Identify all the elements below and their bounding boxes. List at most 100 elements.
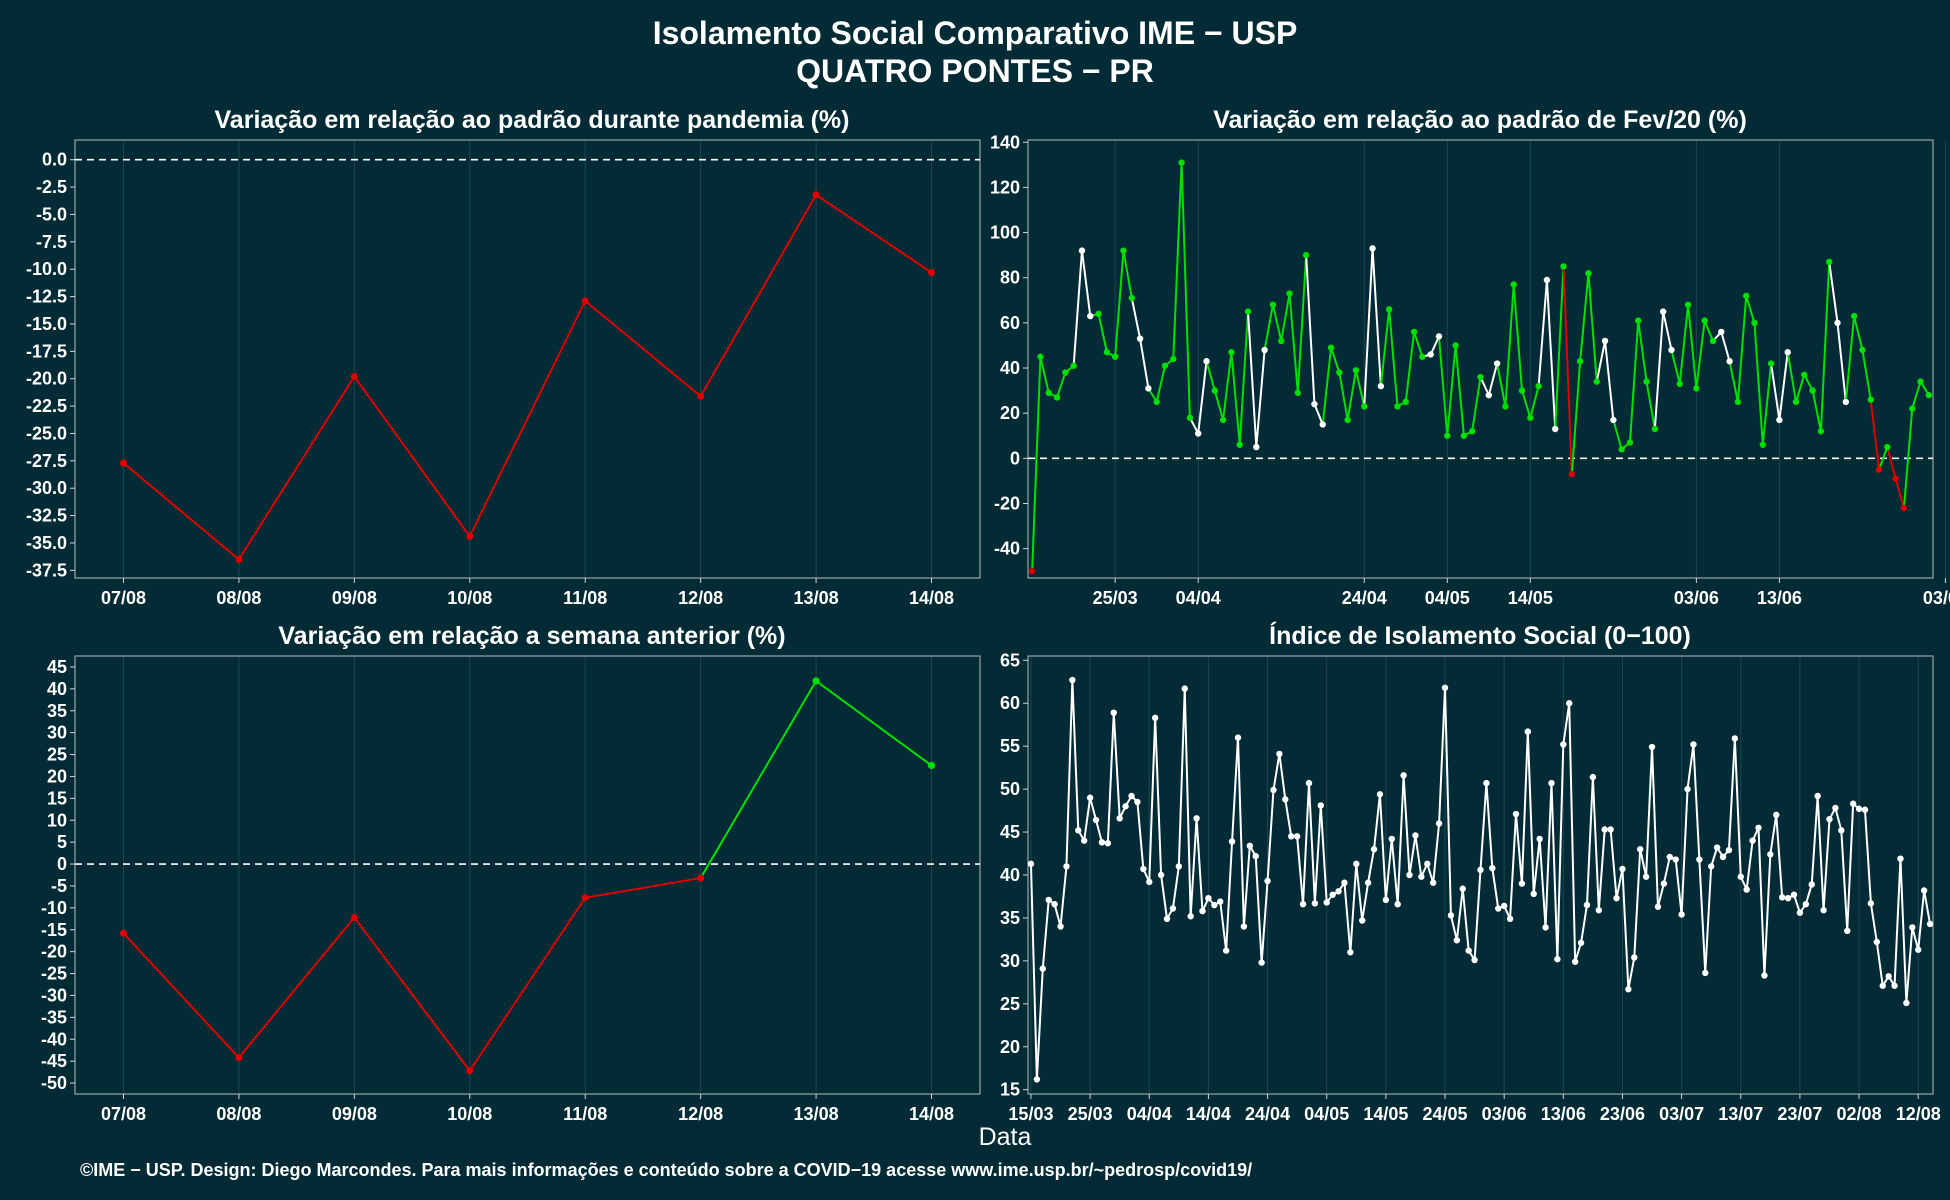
data-point — [1792, 398, 1800, 406]
data-point — [1610, 416, 1617, 424]
data-point — [927, 761, 936, 770]
series-segment — [122, 932, 240, 1059]
series-segment — [1526, 731, 1535, 894]
series-segment — [1810, 795, 1819, 885]
series-segment — [1680, 789, 1689, 915]
data-point — [1637, 846, 1644, 853]
chart-index: 65 60 55 50 45 40 35 30 25 20 15 15/03 25/03 04/04 14/… — [1000, 650, 1941, 1124]
y-tick-label: -5.0 — [36, 204, 67, 224]
y-tick-label: 100 — [990, 223, 1020, 243]
data-point — [1672, 856, 1679, 863]
series-segment — [1197, 361, 1208, 434]
data-point — [1925, 391, 1933, 399]
x-tick-label: 10/08 — [447, 588, 492, 608]
data-point — [1518, 880, 1526, 887]
data-point — [1252, 852, 1259, 860]
series-segment — [1473, 869, 1482, 961]
series-segment — [1819, 261, 1831, 432]
series-segment — [1828, 261, 1839, 324]
data-point — [1643, 378, 1650, 385]
series-segment — [1822, 819, 1831, 911]
series-segment — [1307, 783, 1316, 904]
series-segment — [1628, 320, 1640, 443]
series-segment — [1479, 783, 1488, 870]
chart-feb: -40 -20 0 20 40 60 80 100 120 140 25/03 04/04 24/04 0… — [990, 132, 1950, 608]
y-tick-label: -32.5 — [26, 506, 67, 526]
series-segment — [1288, 293, 1299, 393]
data-point — [1530, 890, 1537, 898]
data-point — [1335, 888, 1342, 895]
data-point — [1734, 398, 1742, 406]
data-point — [1311, 400, 1318, 408]
data-point — [1329, 891, 1336, 898]
series-segment — [1704, 866, 1713, 973]
series-segment — [1373, 794, 1381, 850]
x-tick-label: 14/04 — [1186, 1104, 1231, 1124]
data-point — [1875, 466, 1883, 473]
data-point — [1211, 387, 1219, 394]
data-point — [1103, 349, 1111, 356]
series-segment — [1106, 712, 1115, 844]
x-axis-label: Data — [979, 1123, 1032, 1151]
data-point — [1477, 866, 1484, 874]
data-point — [1867, 396, 1874, 403]
data-point — [1178, 159, 1185, 166]
series-segment — [1745, 840, 1754, 890]
series-segment — [1219, 901, 1228, 951]
series-segment — [238, 916, 356, 1059]
x-tick-label: 08/08 — [216, 588, 261, 608]
series-segment — [1591, 777, 1600, 911]
data-point — [1111, 353, 1119, 360]
series-segment — [1296, 836, 1305, 905]
series-segment — [1504, 284, 1515, 407]
series-segment — [1687, 304, 1698, 389]
data-point — [1731, 735, 1739, 742]
data-point — [1282, 796, 1289, 803]
plot-frame — [1027, 139, 1934, 579]
data-point — [1678, 911, 1685, 918]
data-point — [1429, 879, 1437, 886]
series-segment — [1727, 738, 1736, 851]
data-point — [1441, 684, 1449, 691]
series-segment — [1367, 849, 1376, 883]
data-point — [1900, 504, 1908, 512]
series-segment — [1612, 419, 1623, 450]
y-tick-label: -30.0 — [26, 478, 67, 498]
data-point — [1814, 792, 1821, 800]
x-tick-label: 25/03 — [1068, 1104, 1113, 1124]
series-segment — [1095, 819, 1103, 843]
series-segment — [1911, 381, 1922, 409]
x-tick-label: 14/05 — [1508, 588, 1553, 608]
data-point — [1116, 815, 1123, 822]
data-point — [1536, 835, 1543, 843]
y-tick-label: -25.0 — [26, 423, 67, 443]
series-segment — [1266, 789, 1275, 882]
data-point — [1867, 900, 1875, 907]
data-point — [1400, 772, 1407, 779]
data-point — [1684, 301, 1692, 309]
data-point — [1323, 899, 1330, 906]
data-point — [1299, 901, 1307, 908]
data-point — [1635, 317, 1642, 324]
data-point — [1709, 337, 1717, 345]
series-segment — [1645, 746, 1654, 877]
y-tick-label: 0 — [1010, 448, 1020, 468]
data-point — [1489, 864, 1496, 872]
data-point — [1388, 835, 1395, 843]
series-segment — [1039, 356, 1050, 394]
series-segment — [1305, 255, 1316, 405]
series-segment — [1148, 717, 1157, 882]
data-point — [1278, 337, 1285, 345]
data-point — [1512, 810, 1520, 818]
series-segment — [1902, 408, 1914, 509]
y-tick-label: 35 — [1000, 908, 1020, 928]
data-point — [1460, 432, 1468, 439]
series-segment — [1263, 304, 1274, 351]
y-tick-label: -30 — [41, 985, 67, 1005]
x-tick-label: 23/06 — [1600, 1104, 1645, 1124]
series-segment — [1444, 687, 1452, 916]
data-point — [1796, 909, 1804, 916]
x-tick-label: 14/08 — [909, 588, 954, 608]
data-point — [1850, 312, 1858, 320]
y-tick-label: 5 — [57, 832, 67, 852]
